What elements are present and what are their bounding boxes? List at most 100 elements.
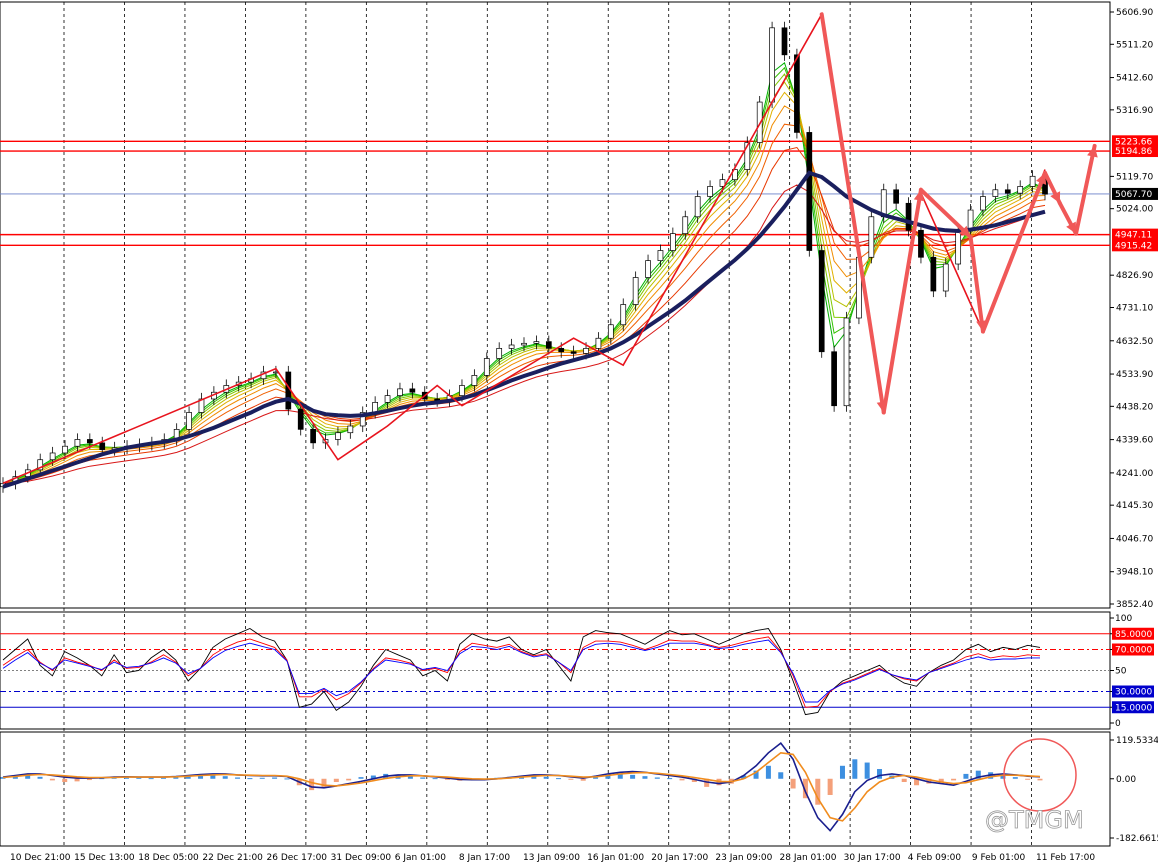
- macd-signal-line: [2, 751, 1041, 822]
- candle-body: [533, 341, 540, 344]
- candle-body: [471, 375, 478, 386]
- osc-ytick-label: 50: [1115, 667, 1127, 677]
- x-axis-label: 31 Dec 09:00: [331, 853, 392, 863]
- x-axis-label: 6 Jan 01:00: [395, 853, 447, 863]
- macd-histogram-bar: [938, 778, 944, 783]
- x-axis-label: 15 Dec 13:00: [74, 853, 135, 863]
- price-ytick-label: 5511.20: [1116, 40, 1153, 50]
- candle-body: [744, 142, 751, 170]
- macd-histogram-bar: [25, 774, 31, 779]
- candle-body: [459, 385, 465, 396]
- candle-body: [719, 179, 726, 187]
- price-ytick-label: 4826.90: [1116, 271, 1153, 281]
- candle-body: [347, 425, 354, 434]
- price-ytick-label: 5119.70: [1116, 172, 1153, 182]
- macd-histogram-bar: [605, 775, 611, 779]
- macd-histogram-bar: [99, 778, 105, 780]
- osc-ytick-label: 0: [1115, 719, 1121, 729]
- projection-arrow-head: [1087, 145, 1098, 158]
- osc-tag-label: 15.0000: [1115, 703, 1152, 713]
- macd-histogram-bar: [420, 777, 426, 779]
- candle-body: [930, 256, 937, 292]
- macd-histogram-bar: [815, 778, 821, 805]
- x-axis-label: 23 Jan 09:00: [715, 853, 772, 863]
- macd-histogram-bar: [617, 774, 623, 779]
- price-tag-label: 5194.86: [1115, 147, 1152, 157]
- price-tag-label: 4915.42: [1115, 241, 1152, 251]
- candle-body: [310, 429, 316, 444]
- macd-histogram-bar: [877, 769, 883, 779]
- candle-body: [86, 439, 93, 444]
- macd-histogram-bar: [568, 778, 574, 780]
- macd-histogram-bar: [679, 778, 685, 781]
- macd-histogram-bar: [185, 776, 191, 779]
- price-ytick-label: 4533.90: [1116, 370, 1153, 380]
- slow-ema-line: [2, 170, 1046, 489]
- projection-arrow-shaft: [1074, 143, 1097, 236]
- macd-histogram-bar: [580, 778, 586, 781]
- x-axis-label: 20 Jan 17:00: [651, 853, 708, 863]
- osc-tag-bg: [1112, 643, 1154, 656]
- price-ytick-label: 5024.00: [1116, 205, 1153, 215]
- price-tag-label: 5067.70: [1115, 190, 1152, 200]
- candle-body: [335, 432, 341, 440]
- macd-histogram-bar: [309, 778, 315, 791]
- osc-tag-label: 70.0000: [1115, 646, 1152, 656]
- candle-body: [794, 54, 800, 133]
- macd-histogram-bar: [951, 778, 957, 781]
- osc-tag-bg: [1112, 685, 1154, 698]
- candle-body: [980, 196, 986, 211]
- candle-body: [732, 169, 738, 181]
- macd-histogram-bar: [741, 775, 747, 779]
- macd-panel: [0, 731, 1111, 847]
- projection-arrow-shaft: [980, 170, 1047, 334]
- candle-body: [508, 344, 515, 349]
- projection-arrow-head: [1036, 172, 1047, 185]
- candle-body: [781, 27, 788, 56]
- x-axis-label: 18 Dec 05:00: [138, 853, 199, 863]
- price-ytick-label: 3948.10: [1116, 568, 1153, 578]
- candle-body: [1004, 189, 1011, 194]
- macd-histogram-bar: [1025, 778, 1031, 780]
- price-ytick-label: 5412.60: [1116, 74, 1153, 84]
- price-tag-label: 5223.66: [1115, 137, 1152, 147]
- x-axis-label: 13 Jan 09:00: [523, 853, 580, 863]
- candle-body: [992, 189, 999, 197]
- candle-body: [297, 408, 304, 430]
- macd-histogram-bar: [914, 778, 920, 786]
- macd-histogram-bar: [765, 765, 771, 779]
- price-ytick-label: 4046.70: [1116, 534, 1153, 544]
- macd-histogram-bar: [37, 776, 43, 779]
- macd-histogram-bar: [963, 773, 969, 779]
- macd-histogram-bar: [321, 778, 327, 787]
- candle-body: [496, 348, 503, 359]
- macd-histogram-bar: [160, 777, 166, 779]
- projection-arrow-shaft: [968, 235, 985, 334]
- candle-body: [186, 412, 192, 430]
- macd-histogram-bar: [543, 776, 549, 779]
- macd-histogram-bar: [198, 775, 204, 779]
- macd-histogram-bar: [975, 770, 981, 779]
- osc-tag-bg: [1112, 701, 1154, 714]
- price-ytick-label: 4241.00: [1116, 469, 1153, 479]
- macd-histogram-bar: [346, 778, 352, 781]
- x-axis-label: 26 Dec 17:00: [267, 853, 328, 863]
- price-ytick-label: 4731.10: [1116, 304, 1153, 314]
- candle-body: [694, 196, 701, 218]
- macd-histogram-bar: [802, 778, 808, 799]
- price-tag-label: 4947.11: [1115, 231, 1152, 241]
- candle-body: [818, 250, 825, 353]
- candle-body: [632, 277, 639, 305]
- candle-body: [384, 395, 391, 403]
- price-tag-bg: [1112, 135, 1158, 148]
- macd-histogram-bar: [407, 776, 413, 779]
- osc-ytick-label: 100: [1115, 614, 1132, 624]
- price-tag-bg: [1112, 239, 1158, 252]
- candle-body: [1017, 186, 1024, 194]
- candle-body: [893, 189, 899, 204]
- macd-histogram-bar: [704, 778, 710, 787]
- candle-body: [918, 229, 924, 258]
- macd-histogram-bar: [358, 777, 364, 779]
